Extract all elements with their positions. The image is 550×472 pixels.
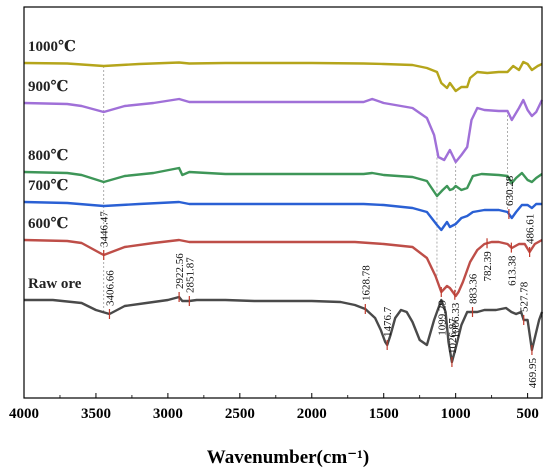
peak-1476-7: 1476.7: [382, 306, 394, 350]
series-line-raw-ore: [24, 295, 544, 364]
svg-text:3000: 3000: [153, 406, 183, 422]
peak-782-39: 782.39: [482, 238, 494, 282]
x-tick-3000: 3000: [153, 393, 183, 422]
svg-text:630.28: 630.28: [504, 175, 516, 206]
peak-1628-78: 1628.78: [360, 265, 372, 314]
svg-text:2000: 2000: [297, 406, 327, 422]
x-tick-1000: 1000: [441, 393, 471, 422]
peak-1006-33: 1006.33: [450, 289, 462, 339]
svg-text:527.78: 527.78: [519, 281, 531, 312]
peak-1099-29: 1099.29: [436, 287, 448, 336]
series-label-600: 600℃: [28, 216, 69, 232]
x-tick-2000: 2000: [297, 393, 327, 422]
series-label-1000: 1000℃: [28, 39, 76, 55]
svg-text:3446.47: 3446.47: [99, 211, 111, 247]
x-axis-label: Wavenumber(cm⁻¹): [207, 447, 369, 468]
svg-text:500: 500: [516, 406, 539, 422]
peak-630-28: 630.28: [504, 175, 516, 219]
peak-3406-66: 3406.66: [104, 270, 116, 319]
plot-frame: [23, 6, 543, 399]
series-line-700: [23, 200, 542, 232]
svg-text:4000: 4000: [9, 406, 39, 422]
x-tick-500: 500: [516, 393, 539, 422]
svg-text:1026.87: 1026.87: [447, 318, 459, 354]
x-tick-4000: 4000: [9, 393, 39, 422]
svg-text:2922.56: 2922.56: [174, 253, 186, 289]
peak-527-78: 527.78: [519, 281, 531, 325]
series-label-raw-ore: Raw ore: [28, 276, 82, 292]
svg-text:486.61: 486.61: [525, 214, 537, 244]
series-line-900: [23, 97, 544, 164]
svg-text:3406.66: 3406.66: [104, 270, 116, 306]
peak-3446-47: 3446.47: [99, 211, 111, 260]
svg-text:782.39: 782.39: [482, 251, 494, 282]
x-tick-1500: 1500: [369, 393, 399, 422]
series-line-800: [23, 166, 543, 198]
peak-annotations: 3446.47 1099.29 1006.33 630.28 486.61 782.39 6…: [99, 175, 539, 388]
svg-text:469.95: 469.95: [527, 358, 539, 389]
series-group: [23, 60, 544, 364]
svg-text:1099.29: 1099.29: [436, 300, 448, 336]
svg-text:613.38: 613.38: [506, 255, 518, 286]
x-tick-2500: 2500: [225, 393, 255, 422]
svg-text:1500: 1500: [369, 406, 399, 422]
peak-469-95: 469.95: [527, 345, 539, 388]
series-line-1000: [23, 60, 543, 93]
svg-text:1628.78: 1628.78: [360, 265, 372, 301]
svg-text:1006.33: 1006.33: [450, 302, 462, 338]
guide-lines: [103, 66, 508, 313]
peak-486-61: 486.61: [525, 214, 537, 257]
svg-text:2500: 2500: [225, 406, 255, 422]
x-tick-3500: 3500: [81, 393, 111, 422]
svg-text:1000: 1000: [441, 406, 471, 422]
series-labels: 1000℃ 900℃ 800℃ 700℃ 600℃ Raw ore: [28, 39, 82, 292]
x-axis-ticks: 4000 3500 3000 2500 2000 1500 1000 500: [9, 393, 539, 422]
peak-1026-87: 1026.87: [447, 318, 459, 367]
peak-2922-56: 2922.56: [174, 253, 186, 302]
svg-text:883.36: 883.36: [468, 273, 480, 304]
svg-text:3500: 3500: [81, 406, 111, 422]
series-line-600: [23, 238, 543, 298]
svg-text:1476.7: 1476.7: [382, 306, 394, 337]
series-label-700: 700℃: [28, 178, 69, 194]
svg-text:2851.87: 2851.87: [184, 257, 196, 293]
peak-613-38: 613.38: [506, 242, 518, 286]
peak-883-36: 883.36: [468, 273, 480, 317]
series-label-900: 900℃: [28, 79, 69, 95]
peak-2851-87: 2851.87: [184, 257, 196, 306]
series-label-800: 800℃: [28, 148, 69, 164]
